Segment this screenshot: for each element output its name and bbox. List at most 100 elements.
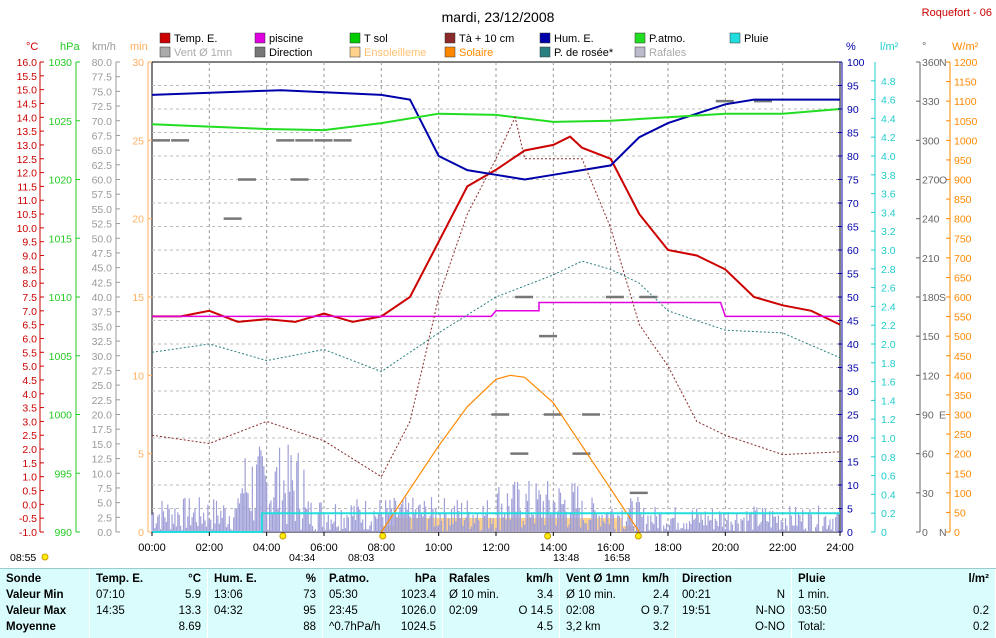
sunshine-bar — [407, 518, 409, 532]
sunshine-bar — [566, 518, 568, 532]
humidity-axis-tick-label: 85 — [847, 128, 859, 140]
legend-label: piscine — [269, 33, 303, 45]
summary-cell-value: 3.2 — [653, 621, 669, 633]
sunshine-bar — [447, 518, 449, 532]
humidity-axis-tick-label: 95 — [847, 81, 859, 93]
temp-axis-tick-label: 13.0 — [17, 140, 38, 152]
wind-axis-tick-label: 62.5 — [92, 160, 113, 172]
summary-cell-label: ^0.7hPa/h — [329, 621, 381, 633]
direction-axis-tick-label: 360 — [922, 57, 940, 69]
temp-axis-tick-label: 7.5 — [22, 292, 37, 304]
temp-axis-tick-label: 15.5 — [17, 71, 38, 83]
wind-axis-tick-label: 77.5 — [92, 72, 113, 84]
sun-axis-tick-label: 30 — [132, 57, 144, 69]
sunshine-bar — [441, 518, 443, 532]
axis-unit-label: °C — [26, 41, 38, 53]
temp-axis-tick-label: 14.0 — [17, 112, 38, 124]
rain-axis-tick-label: 2.0 — [881, 339, 896, 351]
rain-axis-tick-label: 0.8 — [881, 452, 896, 464]
sunshine-bar — [421, 518, 423, 532]
sun-axis-tick-label: 5 — [138, 449, 144, 461]
sunshine-bar — [469, 518, 471, 532]
sun-axis-tick-label: 15 — [132, 292, 144, 304]
legend: Temp. E. piscine T sol Tà + 10 cm Hum. E. P.a… — [159, 32, 768, 59]
sunshine-bar — [430, 518, 432, 532]
sunshine-bar — [547, 518, 549, 532]
temp-axis-tick-label: 11.5 — [17, 181, 37, 193]
legend-swatch — [634, 32, 646, 44]
humidity-axis-tick-label: 10 — [847, 480, 859, 492]
summary-cell-label: 23:45 — [329, 605, 358, 617]
temp-axis-tick-label: -0.5 — [19, 513, 37, 525]
legend-swatch — [254, 46, 266, 58]
chart-title: mardi, 23/12/2008 — [442, 9, 555, 25]
legend-label: T sol — [364, 33, 388, 45]
rain-axis-tick-label: 0.4 — [881, 489, 896, 501]
cardinal-label: O — [939, 175, 947, 187]
legend-label: Hum. E. — [554, 33, 594, 45]
series-line-piscine — [152, 301, 840, 318]
sunshine-bar — [412, 518, 415, 532]
sunshine-bar — [501, 518, 503, 532]
summary-unit: l/m² — [968, 573, 989, 585]
solar-axis-tick-label: 1200 — [954, 57, 978, 69]
temp-axis-tick-label: 5.5 — [22, 347, 37, 359]
legend-swatch — [539, 32, 551, 44]
solar-axis-tick-label: 0 — [954, 527, 960, 539]
legend-label: Vent Ø 1mn — [174, 47, 232, 59]
solar-axis-tick-label: 300 — [954, 410, 972, 422]
legend-label: P. de rosée* — [554, 47, 614, 59]
sunshine-bar — [614, 518, 616, 532]
temp-axis-tick-label: 12.5 — [17, 154, 38, 166]
sunshine-bar — [495, 518, 497, 532]
legend-label: Ensoleilleme — [364, 47, 426, 59]
sunshine-bar — [455, 518, 458, 532]
solar-axis-tick-label: 700 — [954, 253, 972, 265]
summary-cell-value: 73 — [303, 589, 316, 601]
legend-label: Tà + 10 cm — [459, 33, 514, 45]
sunshine-bar — [507, 518, 509, 532]
solar-axis-tick-label: 600 — [954, 292, 972, 304]
summary-cell-value: N — [776, 589, 785, 601]
series-line-solaire — [380, 374, 640, 533]
rain-axis-tick-label: 2.6 — [881, 283, 896, 295]
temp-axis-tick-label: 11.0 — [17, 195, 37, 207]
solar-axis-tick-label: 400 — [954, 370, 972, 382]
sunshine-bar — [487, 518, 489, 532]
sunshine-bar — [498, 518, 501, 532]
summary-cell-label: 07:10 — [96, 589, 125, 601]
sunshine-bar — [539, 518, 541, 532]
legend-swatch — [349, 32, 361, 44]
humidity-axis-tick-label: 65 — [847, 222, 859, 234]
solar-axis-tick-label: 850 — [954, 194, 972, 206]
summary-table: Sonde Valeur Min Valeur Max Moyenne Temp. E.… — [0, 568, 996, 638]
summary-col: Direction 00:21 N 19:51 N-NO O-NO — [676, 569, 792, 638]
sun-axis-tick-label: 10 — [132, 370, 144, 382]
sunshine-bar — [444, 518, 446, 532]
summary-header: Pluie — [798, 573, 826, 585]
legend-label: Solaire — [459, 47, 493, 59]
sunshine-bar — [493, 518, 495, 532]
axis-unit-label: W/m² — [952, 41, 979, 53]
cardinal-label: E — [939, 410, 946, 422]
summary-cell-value: 88 — [303, 621, 316, 633]
legend-swatch — [539, 46, 551, 58]
temp-axis-tick-label: 2.5 — [22, 430, 37, 442]
temp-axis-tick-label: 13.5 — [17, 126, 38, 138]
sunshine-bar — [480, 518, 482, 532]
sunshine-bar — [418, 518, 420, 532]
solar-axis-tick-label: 950 — [954, 155, 972, 167]
wind-axis-tick-label: 10.0 — [92, 468, 113, 480]
rain-axis-tick-label: 3.0 — [881, 245, 896, 257]
sunshine-bar — [392, 526, 395, 532]
sunshine-bar — [524, 518, 526, 532]
temp-axis-tick-label: 10.0 — [17, 223, 38, 235]
wind-axis-tick-label: 0.0 — [97, 527, 112, 539]
time-tick-label: 14:00 — [540, 542, 568, 554]
humidity-axis-tick-label: 25 — [847, 410, 859, 422]
wind-axis-tick-label: 30.0 — [92, 351, 113, 363]
sunshine-bar — [622, 526, 624, 532]
sunshine-bar — [427, 518, 429, 532]
summary-header: Rafales — [449, 573, 490, 585]
temp-axis-tick-label: 0.5 — [22, 486, 37, 498]
